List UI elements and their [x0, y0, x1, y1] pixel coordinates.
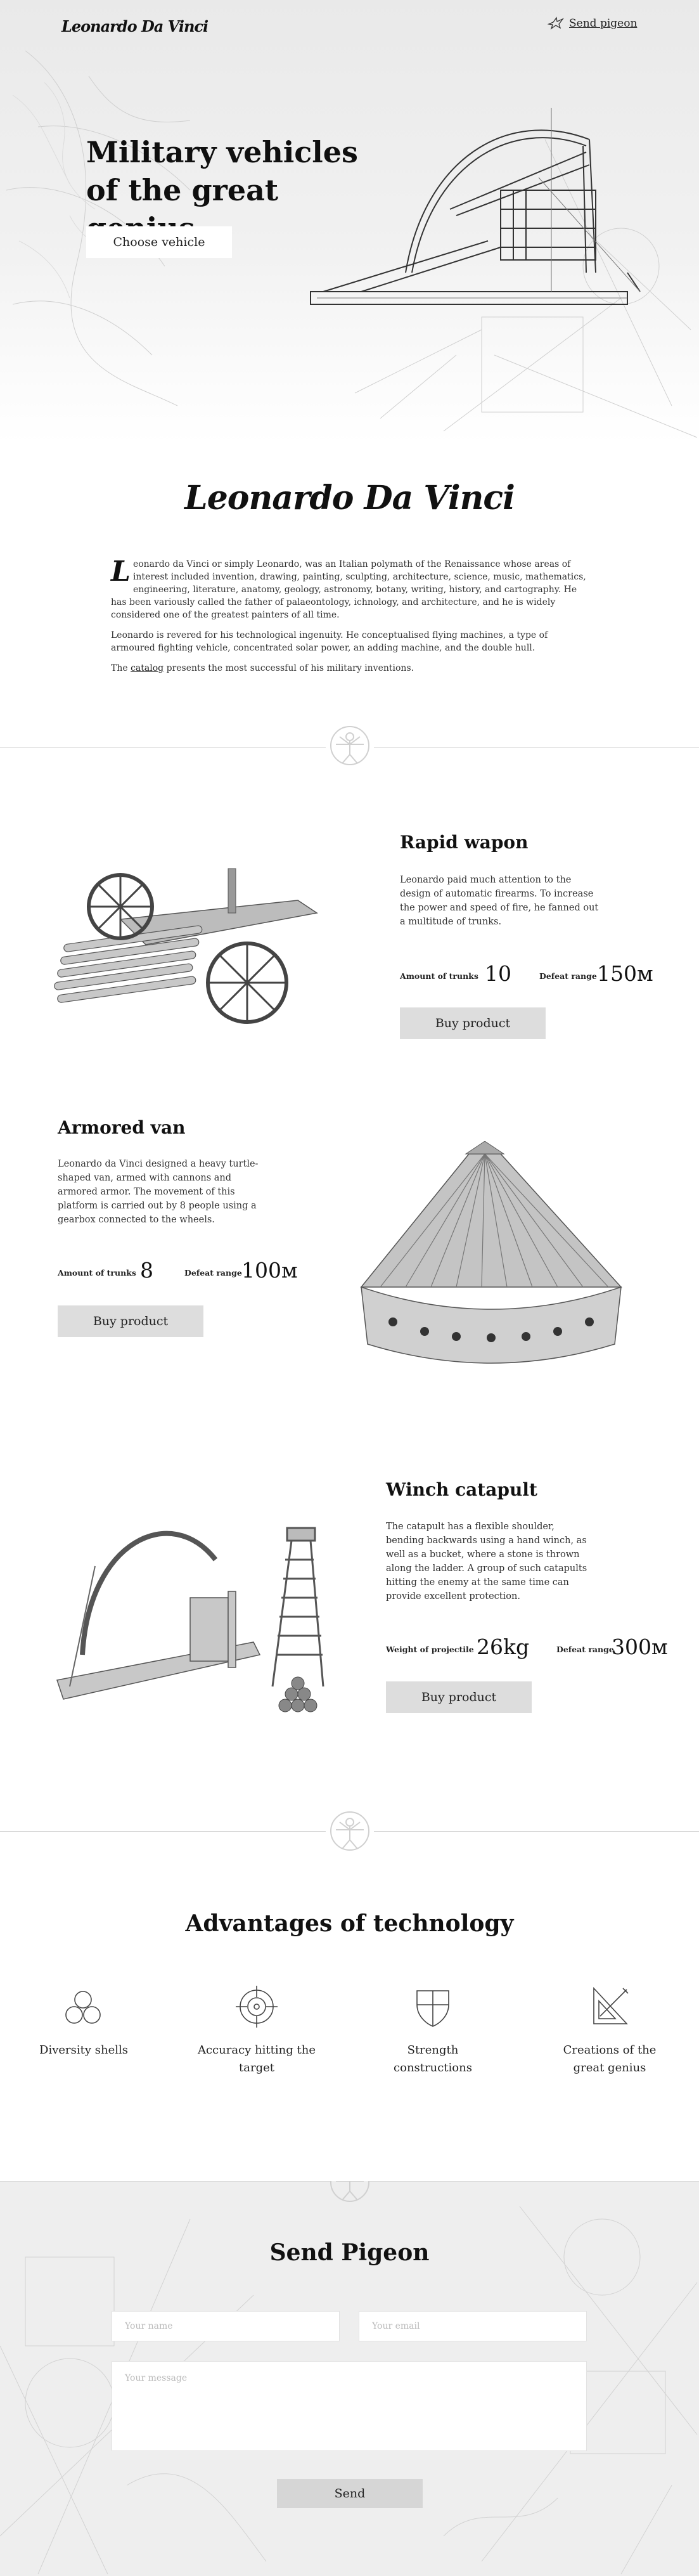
intro-paragraph-3-start: The — [111, 663, 131, 673]
hero-catapult-illustration — [310, 108, 641, 305]
catalog-link[interactable]: catalog — [131, 663, 164, 673]
product-title: Rapid wapon — [400, 832, 529, 853]
stat-value: 300м — [612, 1634, 668, 1659]
send-pigeon-label[interactable]: Send pigeon — [569, 17, 638, 30]
stat-label: Amount of trunks — [400, 971, 478, 981]
product-description: Leonardo paid much attention to the desi… — [400, 875, 599, 927]
shells-icon — [65, 1991, 101, 2024]
vitruvian-emblem-icon — [326, 1807, 374, 1855]
hero-section: Leonardo Da Vinci Send pigeon Military v… — [0, 0, 699, 444]
pigeon-icon — [548, 16, 564, 30]
advantage-item: Creations of the great genius — [546, 1984, 673, 2077]
buy-product-button[interactable]: Buy product — [386, 1681, 532, 1713]
intro-paragraph-2: Leonardo is revered for his technologica… — [111, 630, 548, 653]
advantages-title: Advantages of technology — [185, 1910, 514, 1937]
stat-value: 150м — [597, 961, 653, 986]
intro-paragraph-1-text: eonardo da Vinci or simply Leonardo, was… — [111, 559, 586, 620]
intro-paragraph-3: The catalog presents the most successful… — [111, 662, 589, 675]
stat-value: 8 — [140, 1258, 153, 1283]
name-field[interactable] — [112, 2311, 340, 2341]
target-icon — [236, 1986, 278, 2028]
message-field[interactable] — [112, 2361, 587, 2451]
drafting-tools-icon — [593, 1986, 629, 2024]
winch-catapult-image — [56, 1527, 324, 1712]
site-logo[interactable]: Leonardo Da Vinci — [61, 17, 208, 36]
buy-product-button[interactable]: Buy product — [58, 1305, 203, 1337]
intro-logo: Leonardo Da Vinci — [184, 479, 515, 517]
advantage-label: Strength constructions — [394, 2043, 472, 2074]
buy-product-button[interactable]: Buy product — [400, 1007, 546, 1039]
stat-label: Defeat range — [556, 1645, 614, 1654]
send-pigeon-link[interactable]: Send pigeon — [548, 16, 637, 30]
rapid-weapon-image — [54, 868, 318, 1024]
hero-sketch-background — [6, 50, 698, 438]
product-description: Leonardo da Vinci designed a heavy turtl… — [58, 1159, 259, 1225]
choose-vehicle-button[interactable]: Choose vehicle — [86, 226, 232, 258]
stat-label: Weight of projectile — [386, 1645, 474, 1654]
advantage-label: Diversity shells — [39, 2043, 128, 2057]
form-title: Send Pigeon — [269, 2239, 430, 2266]
stat-value: 100м — [241, 1258, 298, 1283]
send-button[interactable]: Send — [277, 2479, 423, 2508]
advantage-item: Diversity shells — [20, 1984, 147, 2059]
stat-label: Defeat range — [539, 971, 597, 981]
advantage-item: Accuracy hitting the target — [193, 1984, 320, 2077]
vitruvian-emblem-icon — [326, 722, 374, 770]
stat-value: 10 — [485, 961, 511, 986]
product-title: Winch catapult — [386, 1479, 537, 1500]
stat-label: Defeat range — [184, 1268, 242, 1278]
advantage-label: Accuracy hitting the target — [198, 2043, 316, 2074]
advantage-item: Strength constructions — [369, 1984, 496, 2077]
vitruvian-emblem-icon — [330, 2181, 369, 2202]
product-description: The catapult has a flexible shoulder, be… — [386, 1522, 587, 1602]
dropcap: L — [111, 555, 131, 588]
shield-icon — [416, 1990, 449, 2027]
send-pigeon-section: Send Pigeon Send — [0, 2181, 699, 2576]
email-field[interactable] — [359, 2311, 587, 2341]
stat-value: 26kg — [477, 1634, 530, 1659]
product-title: Armored van — [58, 1117, 186, 1138]
armored-van-image — [360, 1141, 622, 1364]
stat-label: Amount of trunks — [58, 1268, 136, 1278]
advantage-label: Creations of the great genius — [563, 2043, 657, 2074]
intro-paragraph-3-end: presents the most successful of his mili… — [164, 663, 414, 673]
